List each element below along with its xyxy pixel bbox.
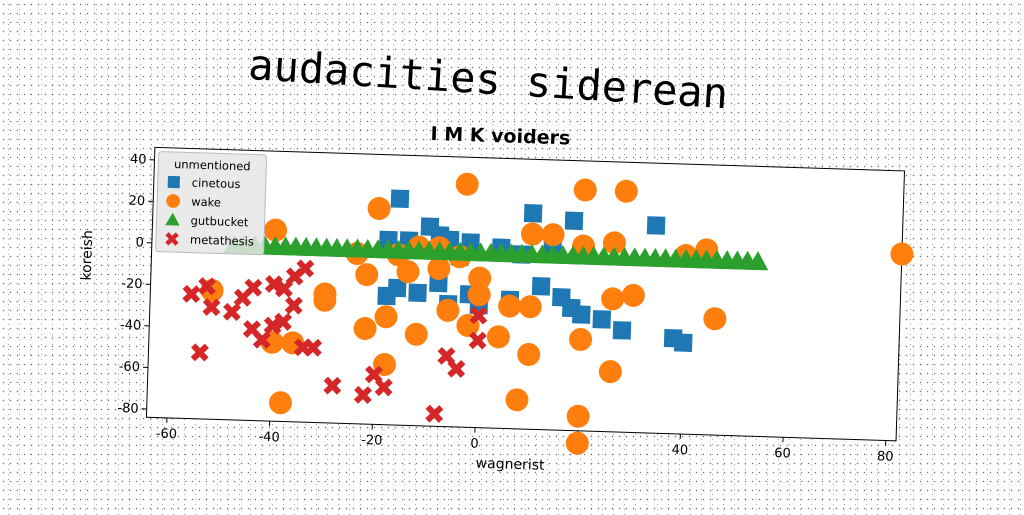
legend-title: unmentioned <box>174 157 251 173</box>
legend: unmentioned cinetous wake gutbucket metathes… <box>156 152 267 255</box>
legend-label: gutbucket <box>190 214 249 230</box>
data-point <box>572 305 591 324</box>
x-tick-label: -40 <box>258 430 280 446</box>
data-point <box>565 212 584 231</box>
data-point <box>524 204 543 223</box>
data-point <box>592 310 611 329</box>
data-point <box>532 277 551 296</box>
data-point <box>613 321 632 340</box>
y-tick-label: -60 <box>118 360 140 376</box>
data-point <box>647 216 666 235</box>
y-tick-label: -20 <box>121 276 143 292</box>
legend-item: wake <box>166 194 221 210</box>
y-tick-label: 20 <box>128 194 145 210</box>
x-tick-label: 60 <box>774 446 791 462</box>
scatter-chart: I M K voiders 40 20 0 -20 -40 -60 -80 -60 -40 -2… <box>54 105 926 512</box>
data-point <box>391 189 410 208</box>
x-axis-label: wagnerist <box>475 456 545 474</box>
chart-container: I M K voiders 40 20 0 -20 -40 -60 -80 -60 -40 -2… <box>54 105 926 512</box>
legend-label: cinetous <box>192 176 241 192</box>
y-tick-label: -80 <box>117 401 139 417</box>
y-axis-label: koreish <box>79 230 97 281</box>
y-tick-label: -40 <box>120 318 142 334</box>
page-title: audacities siderean <box>247 40 809 123</box>
y-tick-label: 0 <box>135 235 144 250</box>
data-point <box>674 333 693 352</box>
x-tick-label: 80 <box>877 449 894 465</box>
x-tick-label: 0 <box>470 436 479 451</box>
data-point <box>408 284 427 303</box>
legend-label: metathesis <box>190 233 254 249</box>
chart-title: I M K voiders <box>430 123 570 149</box>
x-tick-label: 40 <box>671 443 688 459</box>
x-tick-label: -60 <box>156 427 178 443</box>
x-tick-label: -20 <box>361 433 383 449</box>
y-tick-label: 40 <box>130 152 147 168</box>
legend-marker <box>168 176 180 188</box>
legend-label: wake <box>191 195 221 210</box>
